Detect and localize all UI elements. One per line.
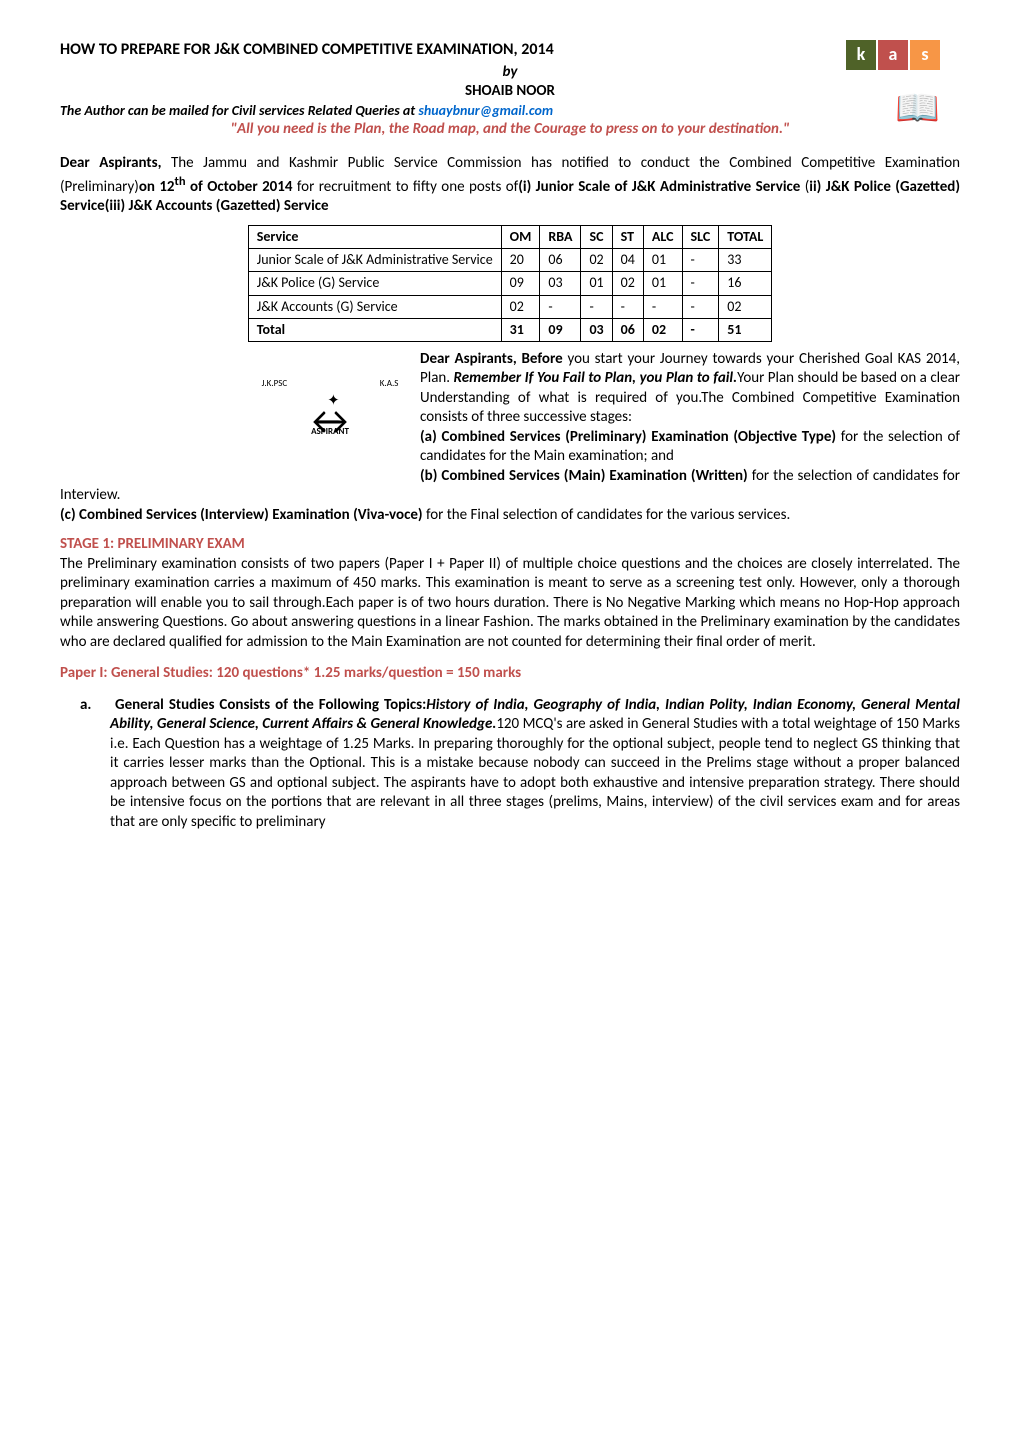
logo-s: s — [910, 40, 940, 70]
plan-b-label: (b) Combined Services (Main) Examination… — [420, 467, 748, 485]
td: Junior Scale of J&K Administrative Servi… — [248, 249, 501, 272]
document-title: HOW TO PREPARE FOR J&K COMBINED COMPETIT… — [60, 40, 960, 61]
total-val: 09 — [548, 321, 562, 338]
th-sc: SC — [581, 225, 612, 248]
th-st: ST — [612, 225, 643, 248]
topic-prefix: General Studies Consists of the Followin… — [115, 696, 426, 714]
stage1-text: The Preliminary examination consists of … — [60, 555, 960, 653]
quote: "All you need is the Plan, the Road map,… — [60, 120, 960, 140]
th-alc: ALC — [643, 225, 682, 248]
td: - — [612, 295, 643, 318]
aspirant-graphic: J.K.PSC ✦ K.A.S ↔ ASPIRANT — [260, 355, 400, 475]
td: 09 — [501, 272, 540, 295]
kas-label: K.A.S — [380, 378, 399, 390]
th-slc: SLC — [682, 225, 719, 248]
plan-italic: Remember If You Fail to Plan, you Plan t… — [454, 369, 738, 387]
total-label: Total — [257, 321, 285, 338]
logo-squares: k a s — [846, 40, 940, 70]
author-name: SHOAIB NOOR — [60, 82, 960, 102]
table-header-row: Service OM RBA SC ST ALC SLC TOTAL — [248, 225, 772, 248]
paper1-bullet: a. General Studies Consists of the Follo… — [110, 696, 960, 833]
intro-prefix: Dear Aspirants, — [60, 154, 161, 172]
intro-text2: for recruitment to fifty one posts of — [293, 178, 519, 196]
by-line: by — [60, 63, 960, 83]
td: J&K Accounts (G) Service — [248, 295, 501, 318]
table-total-row: Total 31 09 03 06 02 - 51 — [248, 318, 772, 341]
th-total: TOTAL — [719, 225, 772, 248]
plan-a-label: (a) Combined Services (Preliminary) Exam… — [420, 428, 836, 446]
total-val: 31 — [510, 321, 524, 338]
td: 16 — [719, 272, 772, 295]
td: - — [682, 295, 719, 318]
td: 33 — [719, 249, 772, 272]
logo-k: k — [846, 40, 876, 70]
td: - — [643, 295, 682, 318]
td: 03 — [540, 272, 581, 295]
list-marker: a. — [80, 696, 110, 716]
author-email[interactable]: shuaybnur@gmail.com — [418, 102, 553, 119]
td: 02 — [643, 318, 682, 341]
td: 51 — [719, 318, 772, 341]
intro-bold1: on 12 — [139, 178, 175, 196]
plan-section: J.K.PSC ✦ K.A.S ↔ ASPIRANT Dear Aspirant… — [60, 350, 960, 506]
td: - — [540, 295, 581, 318]
td: J&K Police (G) Service — [248, 272, 501, 295]
td: 31 — [501, 318, 540, 341]
paper1-heading: Paper I: General Studies: 120 questions*… — [60, 664, 960, 684]
td: 02 — [719, 295, 772, 318]
td: 02 — [501, 295, 540, 318]
td: 06 — [612, 318, 643, 341]
td: - — [581, 295, 612, 318]
table-row: J&K Accounts (G) Service 02 - - - - - 02 — [248, 295, 772, 318]
plan-c: (c) Combined Services (Interview) Examin… — [60, 506, 960, 526]
td: 01 — [643, 249, 682, 272]
td: 04 — [612, 249, 643, 272]
table-row: Junior Scale of J&K Administrative Servi… — [248, 249, 772, 272]
logo-block: k a s 📖 — [846, 40, 940, 132]
intro-paragraph: Dear Aspirants, The Jammu and Kashmir Pu… — [60, 154, 960, 217]
total-val: 06 — [621, 321, 635, 338]
total-val: 02 — [652, 321, 666, 338]
td: 06 — [540, 249, 581, 272]
td: 01 — [581, 272, 612, 295]
table-row: J&K Police (G) Service 09 03 01 02 01 - … — [248, 272, 772, 295]
intro-bold2: of October 2014 — [186, 178, 293, 196]
service-table: Service OM RBA SC ST ALC SLC TOTAL Junio… — [248, 225, 773, 342]
plan-prefix: Dear Aspirants, Before — [420, 350, 563, 368]
td: 20 — [501, 249, 540, 272]
jkpsc-label: J.K.PSC — [262, 378, 288, 390]
th-om: OM — [501, 225, 540, 248]
td: 02 — [581, 249, 612, 272]
total-val: - — [691, 321, 695, 338]
intro-text3: ( — [800, 178, 809, 196]
intro-sup: th — [175, 174, 186, 189]
td: - — [682, 249, 719, 272]
th-rba: RBA — [540, 225, 581, 248]
th-service: Service — [248, 225, 501, 248]
td: 01 — [643, 272, 682, 295]
plan-c-label: (c) Combined Services (Interview) Examin… — [60, 506, 423, 524]
total-val: 51 — [727, 321, 741, 338]
td: - — [682, 318, 719, 341]
td: Total — [248, 318, 501, 341]
logo-a: a — [878, 40, 908, 70]
author-line: The Author can be mailed for Civil servi… — [60, 102, 960, 120]
plan-c-text: for the Final selection of candidates fo… — [423, 506, 791, 524]
author-prefix: The Author can be mailed for Civil servi… — [60, 102, 418, 119]
td: 03 — [581, 318, 612, 341]
aspirant-label: ASPIRANT — [311, 426, 349, 438]
intro-bold3: (i) Junior Scale of J&K Administrative S… — [518, 178, 800, 196]
book-icon: 📖 — [846, 85, 940, 132]
td: - — [682, 272, 719, 295]
stage1-heading: STAGE 1: PRELIMINARY EXAM — [60, 535, 960, 555]
td: 09 — [540, 318, 581, 341]
total-val: 03 — [589, 321, 603, 338]
td: 02 — [612, 272, 643, 295]
